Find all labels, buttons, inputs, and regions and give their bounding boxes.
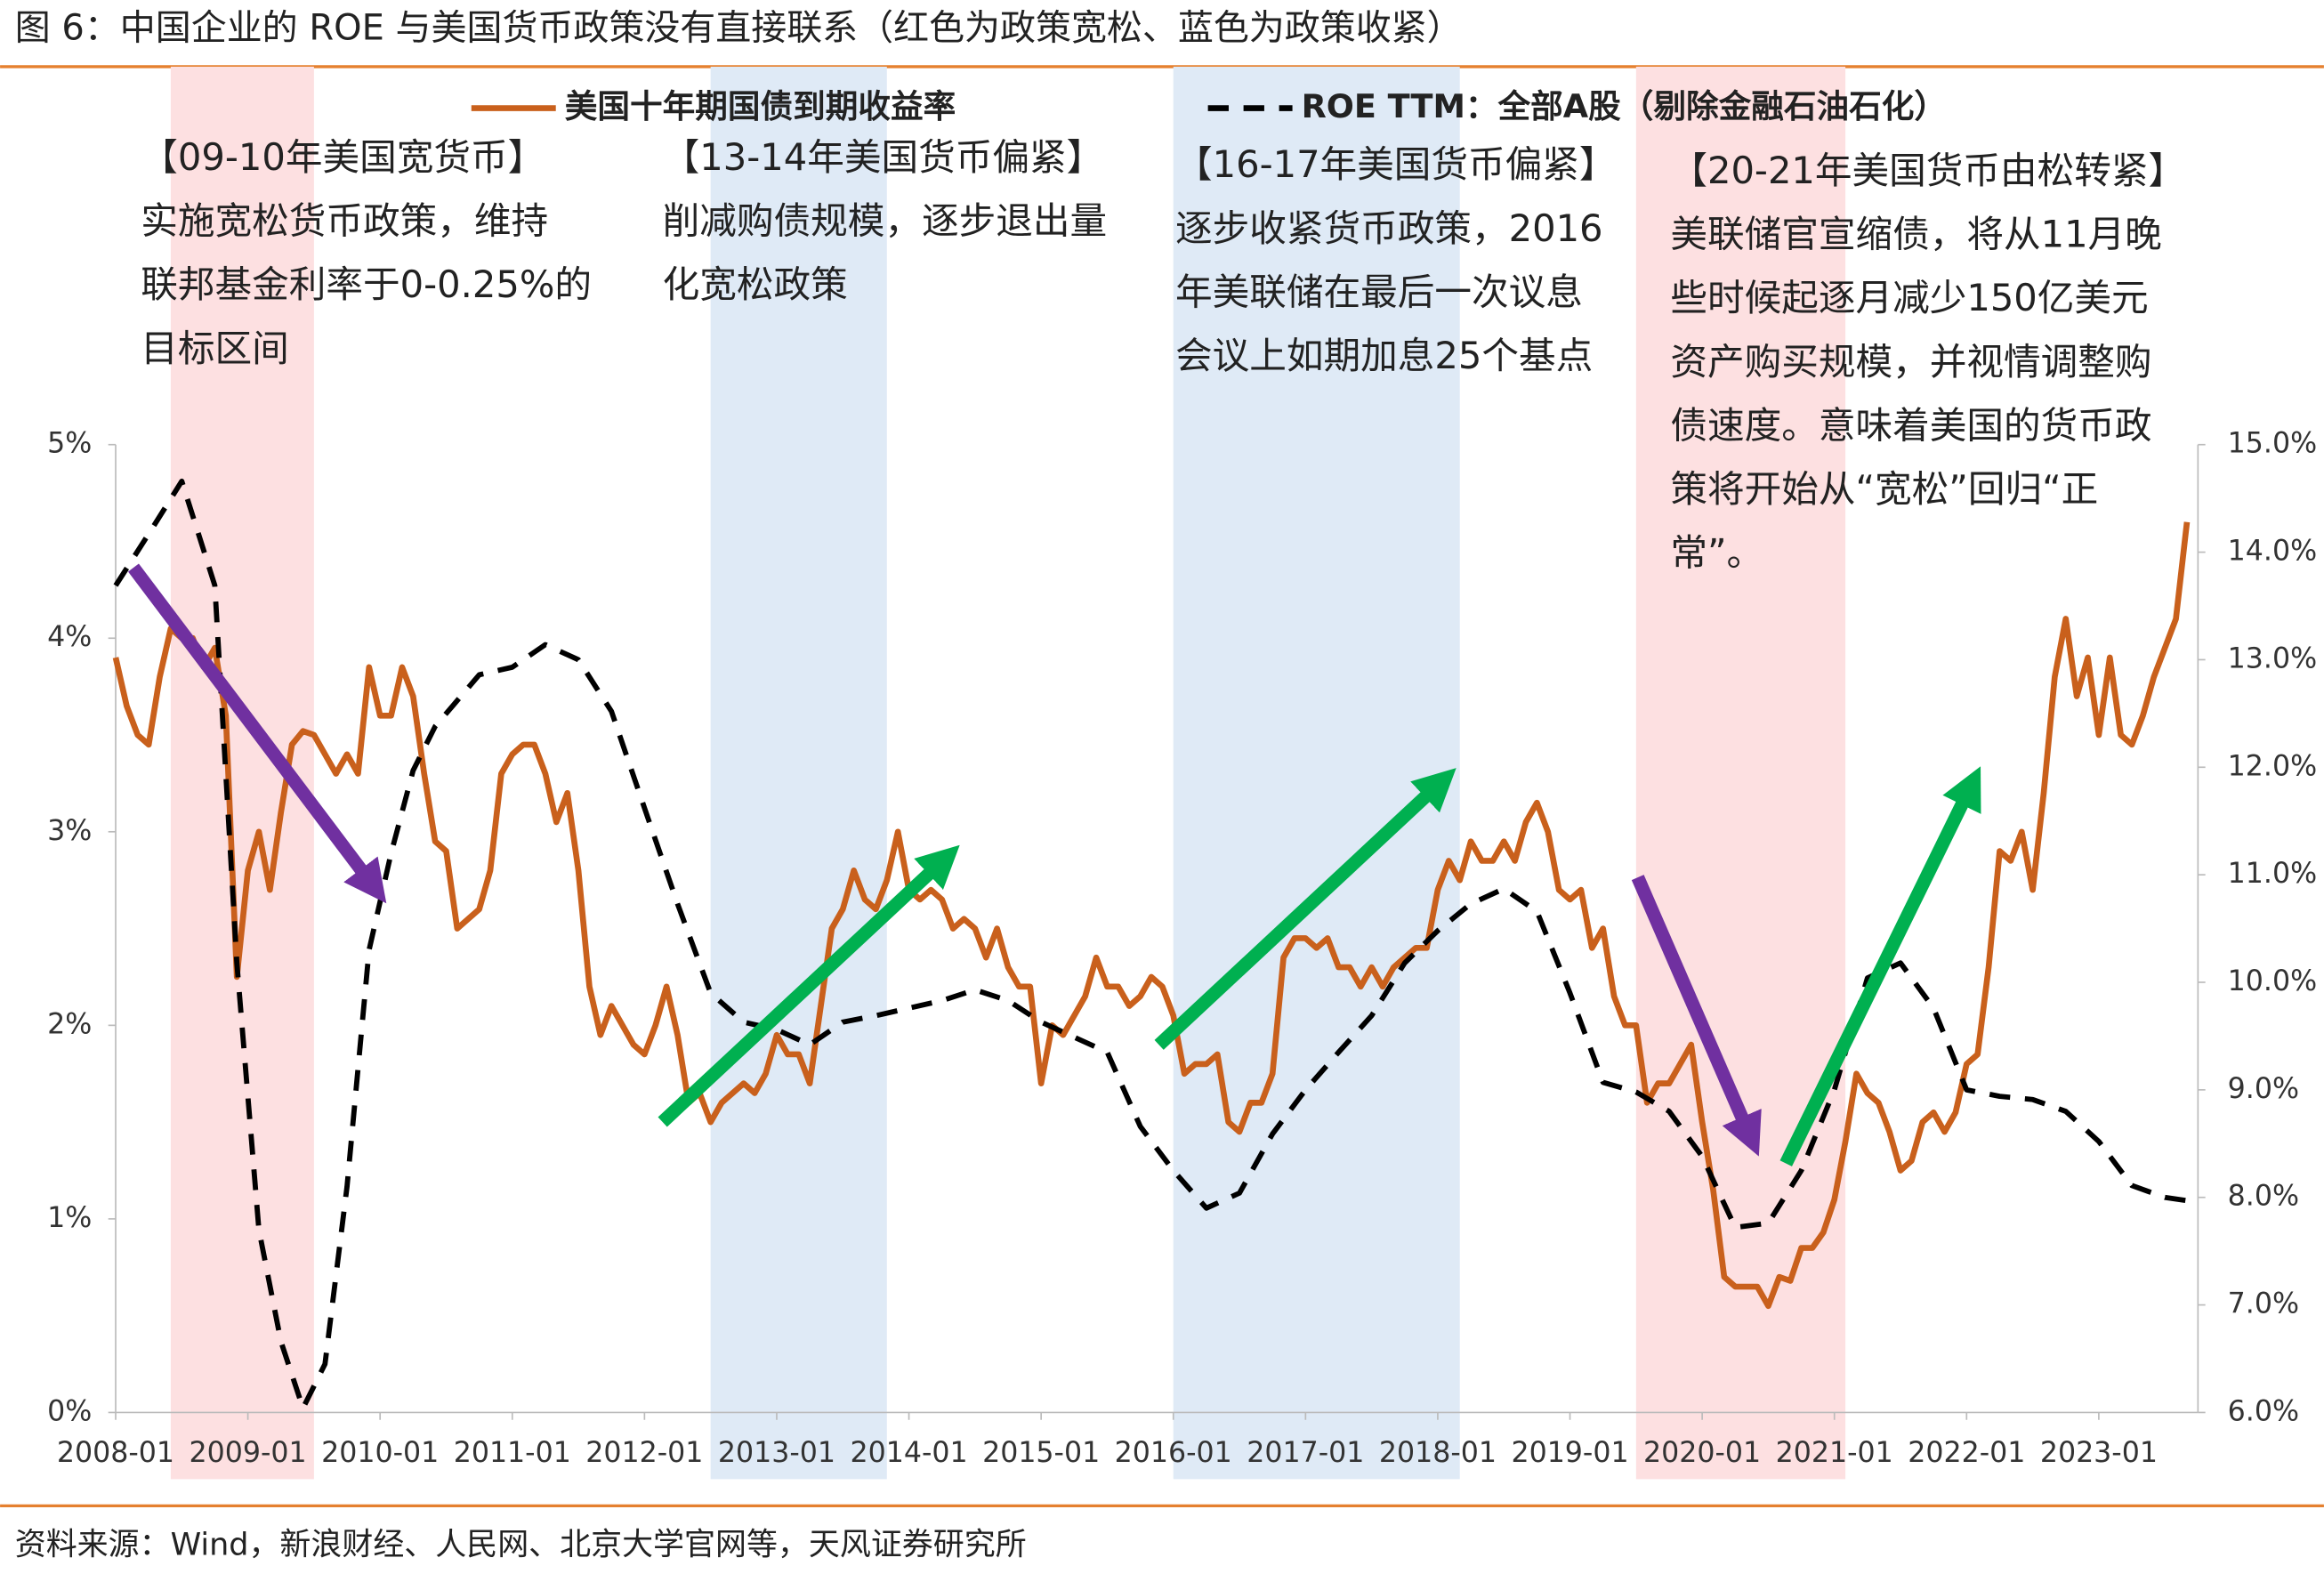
x-tick-label: 2012-01 (585, 1437, 703, 1469)
y-tick-label: 3% (47, 815, 92, 847)
lines (112, 478, 2191, 1411)
legend-label: ROE TTM：全部A股（剔除金融石油石化） (1302, 87, 1947, 125)
x-tick-label: 2018-01 (1379, 1437, 1497, 1469)
x-tick-label: 2013-01 (718, 1437, 835, 1469)
x-tick-label: 2023-01 (2040, 1437, 2158, 1469)
arrows (128, 563, 1981, 1166)
x-tick-label: 2014-01 (850, 1437, 967, 1469)
source-note: 资料来源：Wind，新浪财经、人民网、北京大学官网等，天风证券研究所 (15, 1527, 1027, 1562)
annotation-line: 些时候起逐月减少150亿美元 (1670, 276, 2148, 319)
annotation-line: 策将开始从“宽松”回归“正 (1670, 467, 2098, 511)
y2-tick-label: 11.0% (2228, 858, 2317, 890)
y-tick-label: 2% (47, 1008, 92, 1040)
y-tick-label: 1% (47, 1202, 92, 1234)
y-tick-label: 5% (47, 428, 92, 460)
y2-tick-label: 10.0% (2228, 965, 2317, 997)
series-line (113, 478, 2188, 1411)
x-tick-label: 2008-01 (57, 1437, 174, 1469)
x-tick-label: 2011-01 (454, 1437, 571, 1469)
x-tick-label: 2017-01 (1247, 1437, 1364, 1469)
y-tick-label: 4% (47, 621, 92, 653)
annotation-line: 美联储官宣缩债，将从11月晚 (1670, 213, 2161, 256)
x-tick-label: 2015-01 (982, 1437, 1100, 1469)
x-tick-label: 2010-01 (321, 1437, 439, 1469)
arrow (1154, 768, 1457, 1050)
regions (170, 66, 1846, 1480)
y2-tick-label: 9.0% (2228, 1073, 2299, 1105)
annotation-line: 削减购债规模，逐步退出量 (663, 199, 1108, 243)
legend-label: 美国十年期国债到期收益率 (565, 87, 956, 125)
x-tick-label: 2022-01 (1908, 1437, 2025, 1469)
annotation-title: 【16-17年美国货币偏紧】 (1175, 142, 1617, 186)
chart-title: 图 6：中国企业的 ROE 与美国货币政策没有直接联系（红色为政策宽松、蓝色为政… (15, 7, 1463, 48)
y2-tick-label: 6.0% (2228, 1395, 2299, 1427)
arrow (658, 844, 960, 1127)
x-tick-label: 2019-01 (1511, 1437, 1628, 1469)
annotation-line: 常”。 (1670, 531, 1763, 575)
arrow (128, 563, 387, 904)
y-tick-label: 0% (47, 1395, 92, 1427)
annotation-title: 【20-21年美国货币由松转紧】 (1670, 149, 2185, 192)
shaded-region (710, 66, 887, 1480)
y2-tick-label: 13.0% (2228, 642, 2317, 674)
annotation-title: 【13-14年美国货币偏紧】 (663, 135, 1104, 179)
x-tick-label: 2020-01 (1643, 1437, 1761, 1469)
x-tick-label: 2009-01 (190, 1437, 307, 1469)
annotation-line: 会议上如期加息25个基点 (1175, 334, 1593, 377)
arrow (1779, 766, 1981, 1166)
x-tick-label: 2021-01 (1776, 1437, 1893, 1469)
annotation-line: 目标区间 (141, 327, 289, 370)
arrow (1631, 875, 1762, 1157)
annotation-title: 【09-10年美国宽货币】 (141, 135, 545, 179)
annotation-line: 联邦基金利率于0-0.25%的 (141, 262, 592, 306)
annotation-line: 化宽松政策 (663, 262, 848, 306)
series-line (112, 521, 2191, 1310)
shaded-region (1635, 66, 1846, 1480)
annotation-line: 年美联储在最后一次议息 (1175, 270, 1583, 313)
annotation-line: 资产购买规模，并视情调整购 (1670, 340, 2151, 383)
axes: 0% 1% 2% 3% 4% 5% 6.0% 7.0% 8.0% 9.0% 10.0% 11.0% 12… (47, 428, 2317, 1469)
annotation-line: 逐步收紧货币政策，2016 (1175, 206, 1603, 250)
y2-tick-label: 8.0% (2228, 1181, 2299, 1213)
annotation-line: 实施宽松货币政策，维持 (141, 199, 548, 243)
y2-tick-label: 7.0% (2228, 1288, 2299, 1320)
y2-tick-label: 15.0% (2228, 428, 2317, 460)
x-tick-label: 2016-01 (1115, 1437, 1232, 1469)
legend: 美国十年期国债到期收益率 ROE TTM：全部A股（剔除金融石油石化） (471, 87, 1947, 125)
y2-tick-label: 14.0% (2228, 536, 2317, 568)
y2-tick-label: 12.0% (2228, 750, 2317, 782)
annotations: 【09-10年美国宽货币】实施宽松货币政策，维持联邦基金利率于0-0.25%的目… (141, 135, 2185, 575)
annotation-line: 债速度。意味着美国的货币政 (1670, 403, 2151, 447)
